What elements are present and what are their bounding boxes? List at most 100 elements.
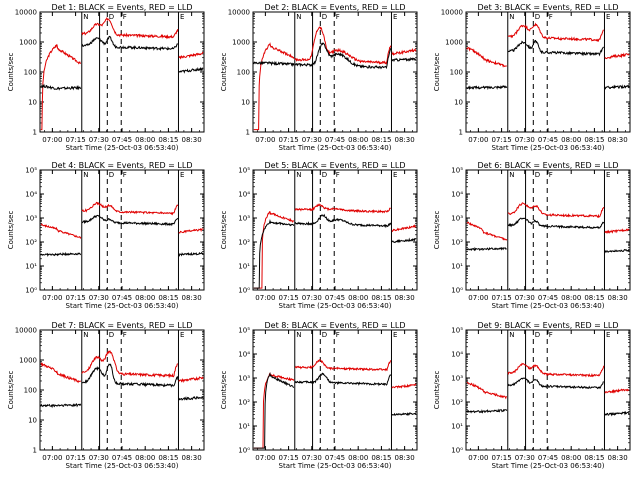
x-tick-label: 08:15 — [371, 136, 391, 144]
x-tick-label: 07:30 — [302, 136, 322, 144]
x-tick-label: 07:45 — [112, 454, 132, 462]
x-tick-label: 08:30 — [395, 136, 415, 144]
series-lld-line — [466, 362, 630, 400]
x-tick-label: 07:30 — [515, 294, 535, 302]
panel-det-2: Det 2: BLACK = Events, RED = LLD10000100… — [220, 3, 418, 152]
series-lld-line — [253, 203, 417, 289]
x-tick-label: 07:15 — [65, 294, 85, 302]
y-tick-label: 10⁰ — [25, 287, 37, 295]
y-tick-label: 10² — [451, 239, 463, 247]
x-tick-label: 07:45 — [325, 454, 345, 462]
x-tick-label: 07:00 — [255, 294, 275, 302]
time-marker-flag: E — [180, 171, 184, 179]
y-tick-label: 10¹ — [451, 263, 463, 271]
y-tick-label: 10³ — [238, 215, 250, 223]
time-marker-flag: N — [296, 13, 301, 21]
x-tick-label: 08:15 — [371, 294, 391, 302]
panel-det-5: Det 5: BLACK = Events, RED = LLD 10⁵ 10⁴ 10… — [220, 161, 418, 310]
series-events-line — [466, 377, 630, 417]
x-tick-label: 07:15 — [65, 136, 85, 144]
panel-title: Det 9: BLACK = Events, RED = LLD — [478, 321, 619, 330]
x-tick-label: 07:15 — [65, 454, 85, 462]
time-marker-flag: F — [123, 331, 127, 339]
panel-det-4: Det 4: BLACK = Events, RED = LLD 10⁵ 10⁴ 10… — [7, 161, 205, 310]
panel-det-6: Det 6: BLACK = Events, RED = LLD 10⁵ 10⁴ 10… — [433, 161, 631, 310]
time-marker-flag: F — [336, 331, 340, 339]
time-marker-flag: E — [393, 171, 397, 179]
x-tick-label: 08:15 — [584, 136, 604, 144]
x-tick-label: 07:45 — [325, 294, 345, 302]
y-tick-label: 10¹ — [451, 423, 463, 431]
y-tick-label: 1 — [33, 447, 37, 455]
x-tick-label: 08:15 — [584, 454, 604, 462]
x-tick-label: 07:30 — [89, 454, 109, 462]
y-tick-label: 10⁰ — [451, 447, 463, 455]
y-tick-label: 10⁴ — [238, 351, 250, 359]
x-tick-label: 07:00 — [468, 294, 488, 302]
y-tick-label: 100 — [450, 69, 463, 77]
x-axis-label: Start Time (25-Oct-03 06:53:40) — [492, 144, 605, 152]
time-marker-flag: D — [109, 171, 114, 179]
series-events-line — [40, 363, 204, 409]
y-tick-label: 100 — [24, 69, 37, 77]
plot-frame — [252, 169, 418, 291]
series-events-line — [253, 372, 417, 449]
series-lld-line — [466, 22, 630, 68]
y-tick-label: 10 — [241, 99, 250, 107]
x-tick-label: 07:45 — [325, 136, 345, 144]
y-axis-label: Counts/sec — [220, 53, 228, 92]
x-tick-label: 07:45 — [538, 294, 558, 302]
y-tick-label: 10⁴ — [25, 191, 37, 199]
x-tick-label: 07:45 — [538, 454, 558, 462]
time-marker-flag: D — [322, 13, 327, 21]
y-tick-label: 10000 — [15, 9, 37, 17]
panel-title: Det 4: BLACK = Events, RED = LLD — [52, 161, 193, 170]
time-marker-flag: E — [606, 13, 610, 21]
x-tick-label: 07:00 — [42, 136, 62, 144]
panel-det-3: Det 3: BLACK = Events, RED = LLD10000100… — [433, 3, 631, 152]
y-tick-label: 10⁴ — [451, 191, 463, 199]
x-tick-label: 07:15 — [278, 294, 298, 302]
x-tick-label: 07:30 — [302, 454, 322, 462]
time-marker-flag: N — [509, 13, 514, 21]
time-marker-flag: N — [296, 331, 301, 339]
x-tick-label: 07:15 — [278, 136, 298, 144]
y-tick-label: 10² — [238, 399, 250, 407]
time-marker-flag: E — [180, 13, 184, 21]
y-tick-label: 1000 — [19, 357, 37, 365]
series-lld-line — [40, 350, 204, 384]
panel-title: Det 8: BLACK = Events, RED = LLD — [265, 321, 406, 330]
y-tick-label: 1000 — [445, 39, 463, 47]
panel-title: Det 6: BLACK = Events, RED = LLD — [478, 161, 619, 170]
series-events-line — [40, 214, 204, 257]
time-marker-flag: N — [509, 171, 514, 179]
y-tick-label: 10⁰ — [238, 287, 250, 295]
x-axis-label: Start Time (25-Oct-03 06:53:40) — [492, 462, 605, 470]
x-axis-label: Start Time (25-Oct-03 06:53:40) — [66, 144, 179, 152]
y-tick-label: 10⁵ — [25, 167, 37, 175]
x-tick-label: 07:00 — [468, 136, 488, 144]
plot-frame — [39, 169, 205, 291]
time-marker-flag: F — [123, 171, 127, 179]
y-axis-label: Counts/sec — [7, 53, 15, 92]
x-tick-label: 08:00 — [561, 294, 581, 302]
time-marker-flag: E — [393, 13, 397, 21]
x-tick-label: 08:15 — [158, 454, 178, 462]
time-marker-flag: N — [83, 331, 88, 339]
y-tick-label: 10² — [238, 239, 250, 247]
x-axis-label: Start Time (25-Oct-03 06:53:40) — [279, 302, 392, 310]
x-tick-label: 08:00 — [135, 136, 155, 144]
y-tick-label: 10 — [28, 99, 37, 107]
y-axis-label: Counts/sec — [433, 53, 441, 92]
y-tick-label: 1 — [459, 129, 463, 137]
y-tick-label: 10⁵ — [238, 327, 250, 335]
x-tick-label: 08:00 — [348, 454, 368, 462]
plot-frame — [39, 329, 205, 451]
x-tick-label: 07:30 — [89, 294, 109, 302]
panel-det-7: Det 7: BLACK = Events, RED = LLD10000100… — [7, 321, 205, 470]
y-tick-label: 10⁰ — [238, 447, 250, 455]
series-events-line — [466, 39, 630, 91]
y-tick-label: 10⁵ — [238, 167, 250, 175]
time-marker-flag: N — [83, 13, 88, 21]
y-tick-label: 10⁰ — [451, 287, 463, 295]
